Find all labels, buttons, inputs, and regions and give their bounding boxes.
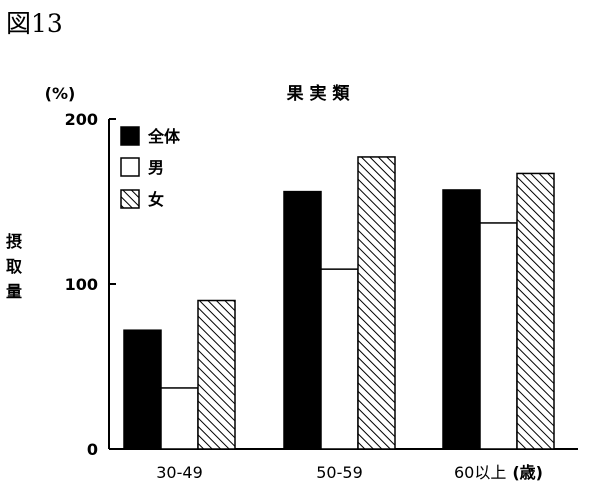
x-unit-label: (歳) bbox=[512, 463, 543, 482]
bar-女-50-59 bbox=[357, 156, 396, 450]
chart-title: 果 実 類 bbox=[287, 83, 351, 104]
legend-label: 全体 bbox=[147, 127, 181, 146]
legend-swatch-男 bbox=[120, 157, 140, 177]
bar-男-50-59 bbox=[320, 268, 359, 450]
bar-全体-30-49 bbox=[123, 329, 162, 450]
bar-女-60以上 bbox=[516, 172, 555, 450]
bar-全体-60以上 bbox=[442, 189, 481, 450]
x-tick-labels: 30-49 50-59 60以上 (歳) bbox=[156, 463, 543, 482]
legend-label: 女 bbox=[148, 190, 164, 209]
y-tick-label: 100 bbox=[65, 275, 98, 294]
x-tick-label: 30-49 bbox=[156, 463, 203, 482]
bars bbox=[123, 156, 555, 450]
y-tick-label: 0 bbox=[87, 440, 98, 459]
legend-swatch-全体 bbox=[120, 126, 140, 146]
y-axis-label-char: 摂 bbox=[6, 232, 22, 251]
y-unit-label: (%) bbox=[45, 84, 76, 103]
x-tick-label: 60以上 (歳) bbox=[454, 463, 543, 482]
y-axis-label: 摂取量 bbox=[6, 232, 22, 301]
bar-全体-50-59 bbox=[283, 190, 322, 450]
x-tick-label: 50-59 bbox=[316, 463, 363, 482]
bar-男-30-49 bbox=[160, 387, 199, 450]
y-ticks: 0 100 200 bbox=[65, 110, 116, 459]
legend-swatch-女 bbox=[120, 189, 140, 209]
figure-label: 図13 bbox=[6, 9, 63, 38]
y-axis-label-char: 取 bbox=[6, 257, 22, 276]
y-axis-label-char: 量 bbox=[6, 282, 22, 301]
bar-男-60以上 bbox=[479, 222, 518, 450]
y-tick-label: 200 bbox=[65, 110, 98, 129]
bar-女-30-49 bbox=[197, 299, 236, 450]
legend-label: 男 bbox=[148, 158, 164, 177]
